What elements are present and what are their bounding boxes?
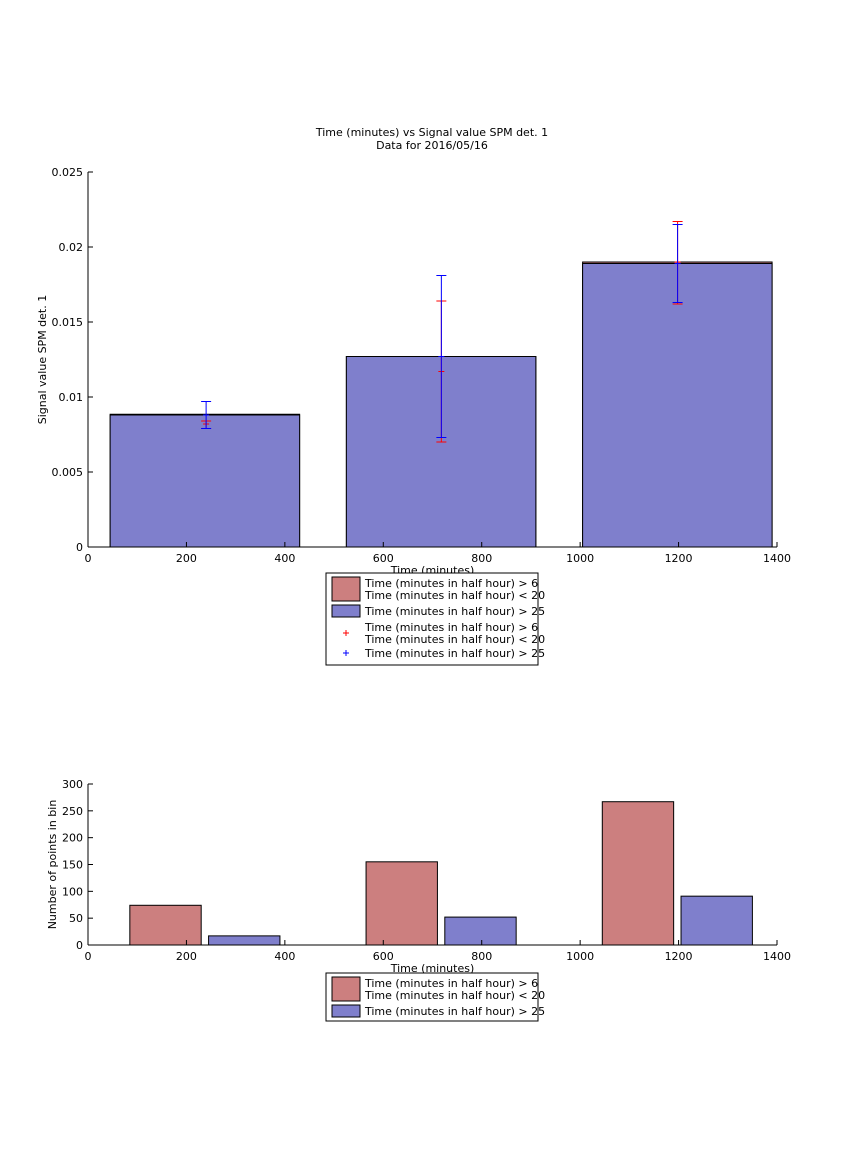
legend-label-0-0: Time (minutes in half hour) > 6: [364, 577, 538, 590]
x-tick-label-0: 0: [85, 950, 92, 963]
legend-box: [325, 972, 539, 1022]
legend-label-0-0: Time (minutes in half hour) > 6: [364, 977, 538, 990]
y-tick-label-2: 0.01: [59, 391, 84, 404]
bar-blue-1: [208, 935, 281, 946]
x-tick-label-3: 600: [373, 552, 394, 565]
y-tick-label-4: 0.02: [59, 241, 84, 254]
bar-red-4: [601, 801, 675, 946]
x-tick-label-6: 1200: [665, 950, 693, 963]
x-tick-label-5: 1000: [566, 950, 594, 963]
legend-box: [325, 572, 539, 666]
x-tick-label-7: 1400: [763, 950, 791, 963]
legend-patch-red-0: [331, 576, 361, 602]
bar-blue-5: [680, 895, 753, 946]
x-axis-label: Time (minutes): [390, 962, 475, 975]
legend-label-0-1: Time (minutes in half hour) < 20: [364, 989, 545, 1002]
legend-patch-blue-1: [331, 1004, 361, 1018]
y-tick-label-1: 50: [69, 912, 83, 925]
y-axis-label: Number of points in bin: [46, 800, 59, 930]
y-tick-label-4: 200: [62, 832, 83, 845]
legend-label-2-1: Time (minutes in half hour) < 20: [364, 633, 545, 646]
figure-title-line2: Data for 2016/05/16: [376, 139, 488, 152]
bar-red-2: [365, 861, 438, 946]
x-tick-label-3: 600: [373, 950, 394, 963]
x-tick-label-4: 800: [471, 552, 492, 565]
x-tick-label-1: 200: [176, 950, 197, 963]
y-tick-label-0: 0: [76, 939, 83, 952]
y-tick-label-5: 250: [62, 805, 83, 818]
x-tick-label-0: 0: [85, 552, 92, 565]
y-tick-label-3: 0.015: [52, 316, 84, 329]
x-tick-label-6: 1200: [665, 552, 693, 565]
x-tick-label-5: 1000: [566, 552, 594, 565]
legend-label-2-0: Time (minutes in half hour) > 6: [364, 621, 538, 634]
legend-label-0-1: Time (minutes in half hour) < 20: [364, 589, 545, 602]
bar-blue-0: [109, 414, 301, 548]
y-tick-label-1: 0.005: [52, 466, 84, 479]
signal-chart: 0 200 400 600 800 1000 1200 1400 0 0.005 0.01 0.015…: [36, 166, 791, 666]
y-tick-label-0: 0: [76, 541, 83, 554]
bar-red-0: [129, 904, 202, 946]
legend-patch-red-0: [331, 976, 361, 1002]
legend-label-1-0: Time (minutes in half hour) > 25: [364, 605, 545, 618]
legend-label-3-0: Time (minutes in half hour) > 25: [364, 647, 545, 660]
y-tick-label-6: 300: [62, 778, 83, 791]
y-tick-label-3: 150: [62, 859, 83, 872]
bar-blue-3: [444, 916, 517, 946]
legend-label-1-0: Time (minutes in half hour) > 25: [364, 1005, 545, 1018]
figure-title-line1: Time (minutes) vs Signal value SPM det. …: [315, 126, 548, 139]
x-tick-label-2: 400: [274, 552, 295, 565]
x-tick-label-7: 1400: [763, 552, 791, 565]
x-tick-label-1: 200: [176, 552, 197, 565]
count-chart: 0 200 400 600 800 1000 1200 1400 0 50 100 150 200 250…: [46, 778, 791, 1022]
y-axis-label: Signal value SPM det. 1: [36, 295, 49, 425]
x-tick-label-4: 800: [471, 950, 492, 963]
y-tick-label-2: 100: [62, 885, 83, 898]
legend-patch-blue-1: [331, 604, 361, 618]
x-tick-label-2: 400: [274, 950, 295, 963]
y-tick-label-5: 0.025: [52, 166, 84, 179]
bar-blue-2: [582, 263, 773, 548]
